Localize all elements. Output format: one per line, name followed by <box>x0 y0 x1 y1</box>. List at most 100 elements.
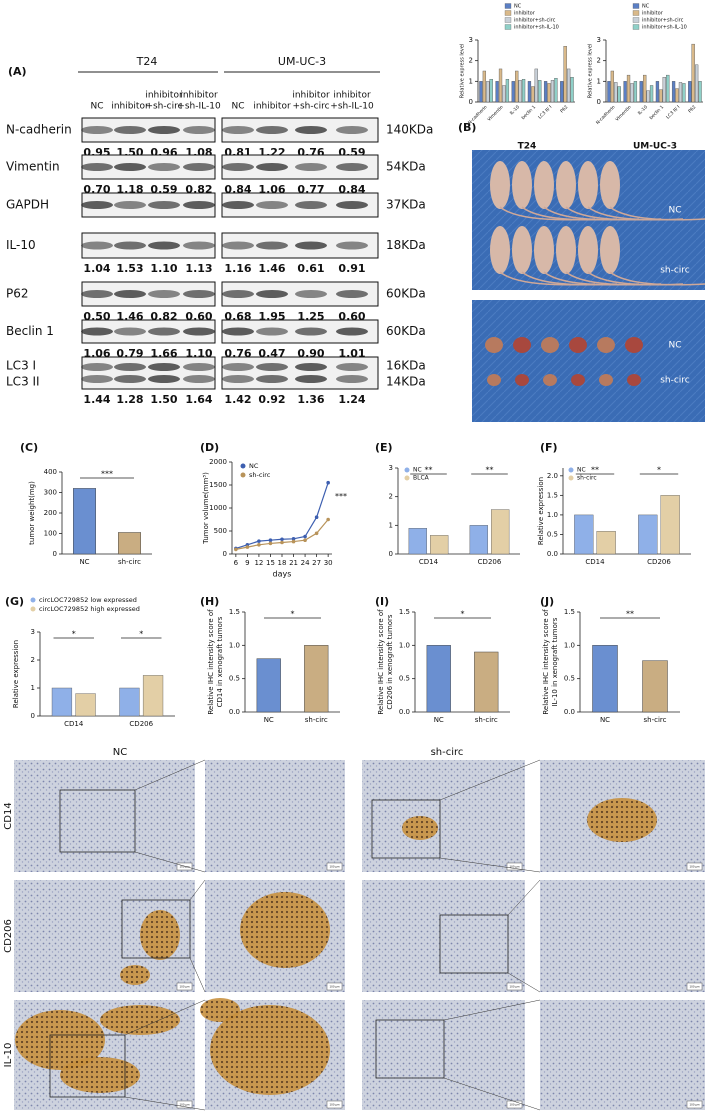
bar <box>479 81 483 103</box>
x-tick-label: LC3 II/ I <box>665 104 681 120</box>
y-tick-label: 1.0 <box>229 641 240 649</box>
legend-label: BLCA <box>413 475 430 482</box>
band <box>81 375 113 383</box>
y-tick-label: 1 <box>389 521 393 529</box>
tumor <box>625 337 643 353</box>
bar <box>534 68 538 103</box>
bar <box>666 74 670 103</box>
chart-title: T24 <box>518 142 537 152</box>
band <box>336 163 368 171</box>
scale-label: 100 μm <box>180 1103 190 1107</box>
y-axis-label: Relative express level <box>460 44 466 99</box>
row-label: P62 <box>6 287 29 301</box>
y-axis-label: Relative IHC intensity score of <box>207 609 215 715</box>
tumor-photo <box>472 300 705 422</box>
tumor <box>599 374 613 386</box>
ihc-image <box>540 1000 705 1110</box>
bar <box>592 645 618 713</box>
bar <box>626 74 631 103</box>
lane-label: +sh-circ <box>292 102 329 112</box>
lane-label: NC <box>90 102 103 112</box>
band-value: 0.92 <box>258 393 285 406</box>
scale-label: 100 μm <box>690 985 700 989</box>
band <box>336 327 368 336</box>
scale-label: 100 μm <box>330 1103 340 1107</box>
column-label: sh-circ <box>431 747 464 758</box>
panel-label: (I) <box>375 595 389 608</box>
legend-swatch <box>632 17 640 23</box>
y-tick-label: 200 <box>44 509 57 517</box>
tumor <box>597 337 615 353</box>
bar <box>643 74 647 103</box>
point <box>257 539 261 543</box>
lane-label: NC <box>231 102 244 112</box>
bar <box>511 81 515 103</box>
scale-label: 100 μm <box>510 985 520 989</box>
row-label: LC3 II <box>6 375 40 389</box>
sig-label: * <box>72 630 76 639</box>
x-tick-label: NC <box>434 716 444 724</box>
bar <box>662 76 666 103</box>
band <box>148 363 180 371</box>
y-tick-label: 1.5 <box>399 608 410 616</box>
band <box>336 290 368 298</box>
point <box>291 537 296 541</box>
band <box>222 241 254 250</box>
band-value: 1.13 <box>185 262 212 275</box>
band <box>81 290 113 298</box>
row-label: IL-10 <box>6 238 36 252</box>
band <box>183 327 215 336</box>
band <box>183 363 215 371</box>
x-axis-label: days <box>273 570 292 579</box>
band <box>183 375 215 383</box>
legend-swatch <box>632 3 640 9</box>
x-tick-label: 24 <box>301 559 310 567</box>
x-tick-label: CD14 <box>419 558 439 566</box>
band <box>295 126 327 134</box>
band <box>114 327 146 336</box>
bar <box>646 90 650 103</box>
zoom-line <box>443 1077 541 1111</box>
y-axis-label: CD14 in xenograft tumors <box>216 616 224 707</box>
band-value: 1.24 <box>338 393 365 406</box>
zoom-line <box>124 1096 206 1111</box>
bar <box>51 687 73 717</box>
band <box>295 363 327 371</box>
x-tick-label: sh-circ <box>118 558 141 566</box>
y-tick-label: 2.0 <box>547 472 558 480</box>
sig-label: *** <box>101 470 113 479</box>
bar <box>118 532 141 555</box>
point <box>303 538 307 542</box>
band <box>114 363 146 371</box>
y-tick-label: 3 <box>597 36 601 44</box>
x-tick-label: N-cadherin <box>467 104 489 126</box>
row-label: Vimentin <box>6 160 60 174</box>
mouse <box>600 226 620 274</box>
band <box>222 126 254 134</box>
scale-box <box>176 982 193 991</box>
x-tick-label: CD206 <box>129 720 153 728</box>
band-value: 1.04 <box>83 262 110 275</box>
stain <box>100 1005 180 1035</box>
zoom-line <box>439 857 541 873</box>
band <box>295 163 327 171</box>
bar <box>489 79 493 103</box>
band <box>114 290 146 298</box>
band <box>336 201 368 209</box>
bar <box>698 81 702 103</box>
zoom-box <box>121 899 191 959</box>
y-tick-label: 0 <box>223 550 227 558</box>
band <box>81 327 113 336</box>
tail <box>609 271 706 286</box>
zoom-box <box>439 914 509 974</box>
legend-label: inhibitor+sh-IL-10 <box>642 25 687 31</box>
band <box>295 375 327 383</box>
lane-label: inhibitor <box>145 91 183 101</box>
zoom-box <box>49 1034 126 1098</box>
group-label: UM-UC-3 <box>278 55 326 68</box>
panel-label: (D) <box>200 441 219 454</box>
sig-label: * <box>657 466 661 475</box>
legend-label: NC <box>642 4 650 10</box>
panel-label: (F) <box>540 441 558 454</box>
legend-label: circLOC729852 low expressed <box>39 596 137 604</box>
